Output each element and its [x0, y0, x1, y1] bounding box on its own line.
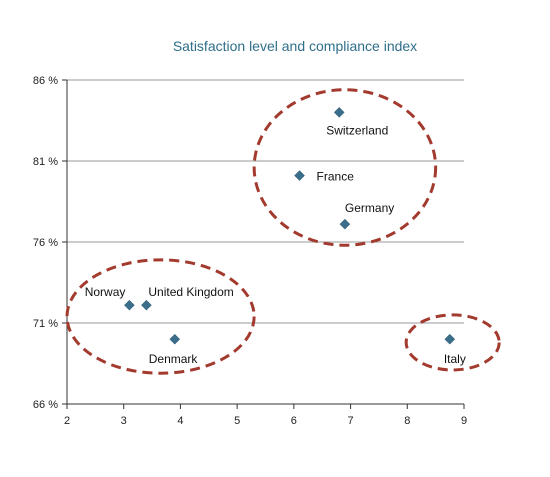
data-points	[124, 107, 456, 345]
point-label: Germany	[345, 201, 394, 215]
cluster-ellipse	[252, 88, 438, 247]
point-label: Italy	[444, 352, 466, 366]
point-label: Switzerland	[326, 123, 388, 137]
y-tick-label: 66 %	[33, 399, 58, 411]
x-tick-label: 6	[291, 415, 297, 427]
y-tick-label: 76 %	[33, 237, 58, 249]
point-label: Denmark	[149, 352, 199, 366]
cluster-ellipses	[65, 88, 501, 375]
y-tick-label: 81 %	[33, 156, 58, 168]
x-tick-label: 4	[177, 415, 183, 427]
x-axis-ticks: 2 3 4 5 6 7 8 9	[64, 404, 467, 427]
point-label: France	[317, 170, 355, 184]
x-tick-label: 8	[404, 415, 410, 427]
data-point	[339, 218, 351, 230]
data-point	[124, 299, 135, 311]
point-label: United Kingdom	[148, 285, 233, 299]
point-label: Norway	[85, 285, 126, 299]
point-labels: Switzerland France Germany Norway United Kin…	[85, 123, 466, 366]
data-point	[141, 299, 152, 311]
cluster-ellipse	[404, 313, 501, 372]
x-tick-label: 3	[121, 415, 127, 427]
x-tick-label: 9	[461, 415, 467, 427]
x-tick-label: 5	[234, 415, 240, 427]
y-axis-ticks: 66 % 71 % 76 % 81 % 86 %	[33, 75, 67, 411]
data-point	[294, 170, 305, 181]
data-point	[333, 107, 345, 118]
data-point	[444, 333, 456, 345]
data-point	[169, 333, 181, 345]
chart-title: Satisfaction level and compliance index	[173, 38, 417, 54]
grid-lines	[67, 79, 464, 324]
x-tick-label: 2	[64, 415, 70, 427]
cluster-ellipse	[65, 258, 256, 375]
x-tick-label: 7	[348, 415, 354, 427]
y-tick-label: 71 %	[33, 318, 58, 330]
y-tick-label: 86 %	[33, 75, 58, 87]
